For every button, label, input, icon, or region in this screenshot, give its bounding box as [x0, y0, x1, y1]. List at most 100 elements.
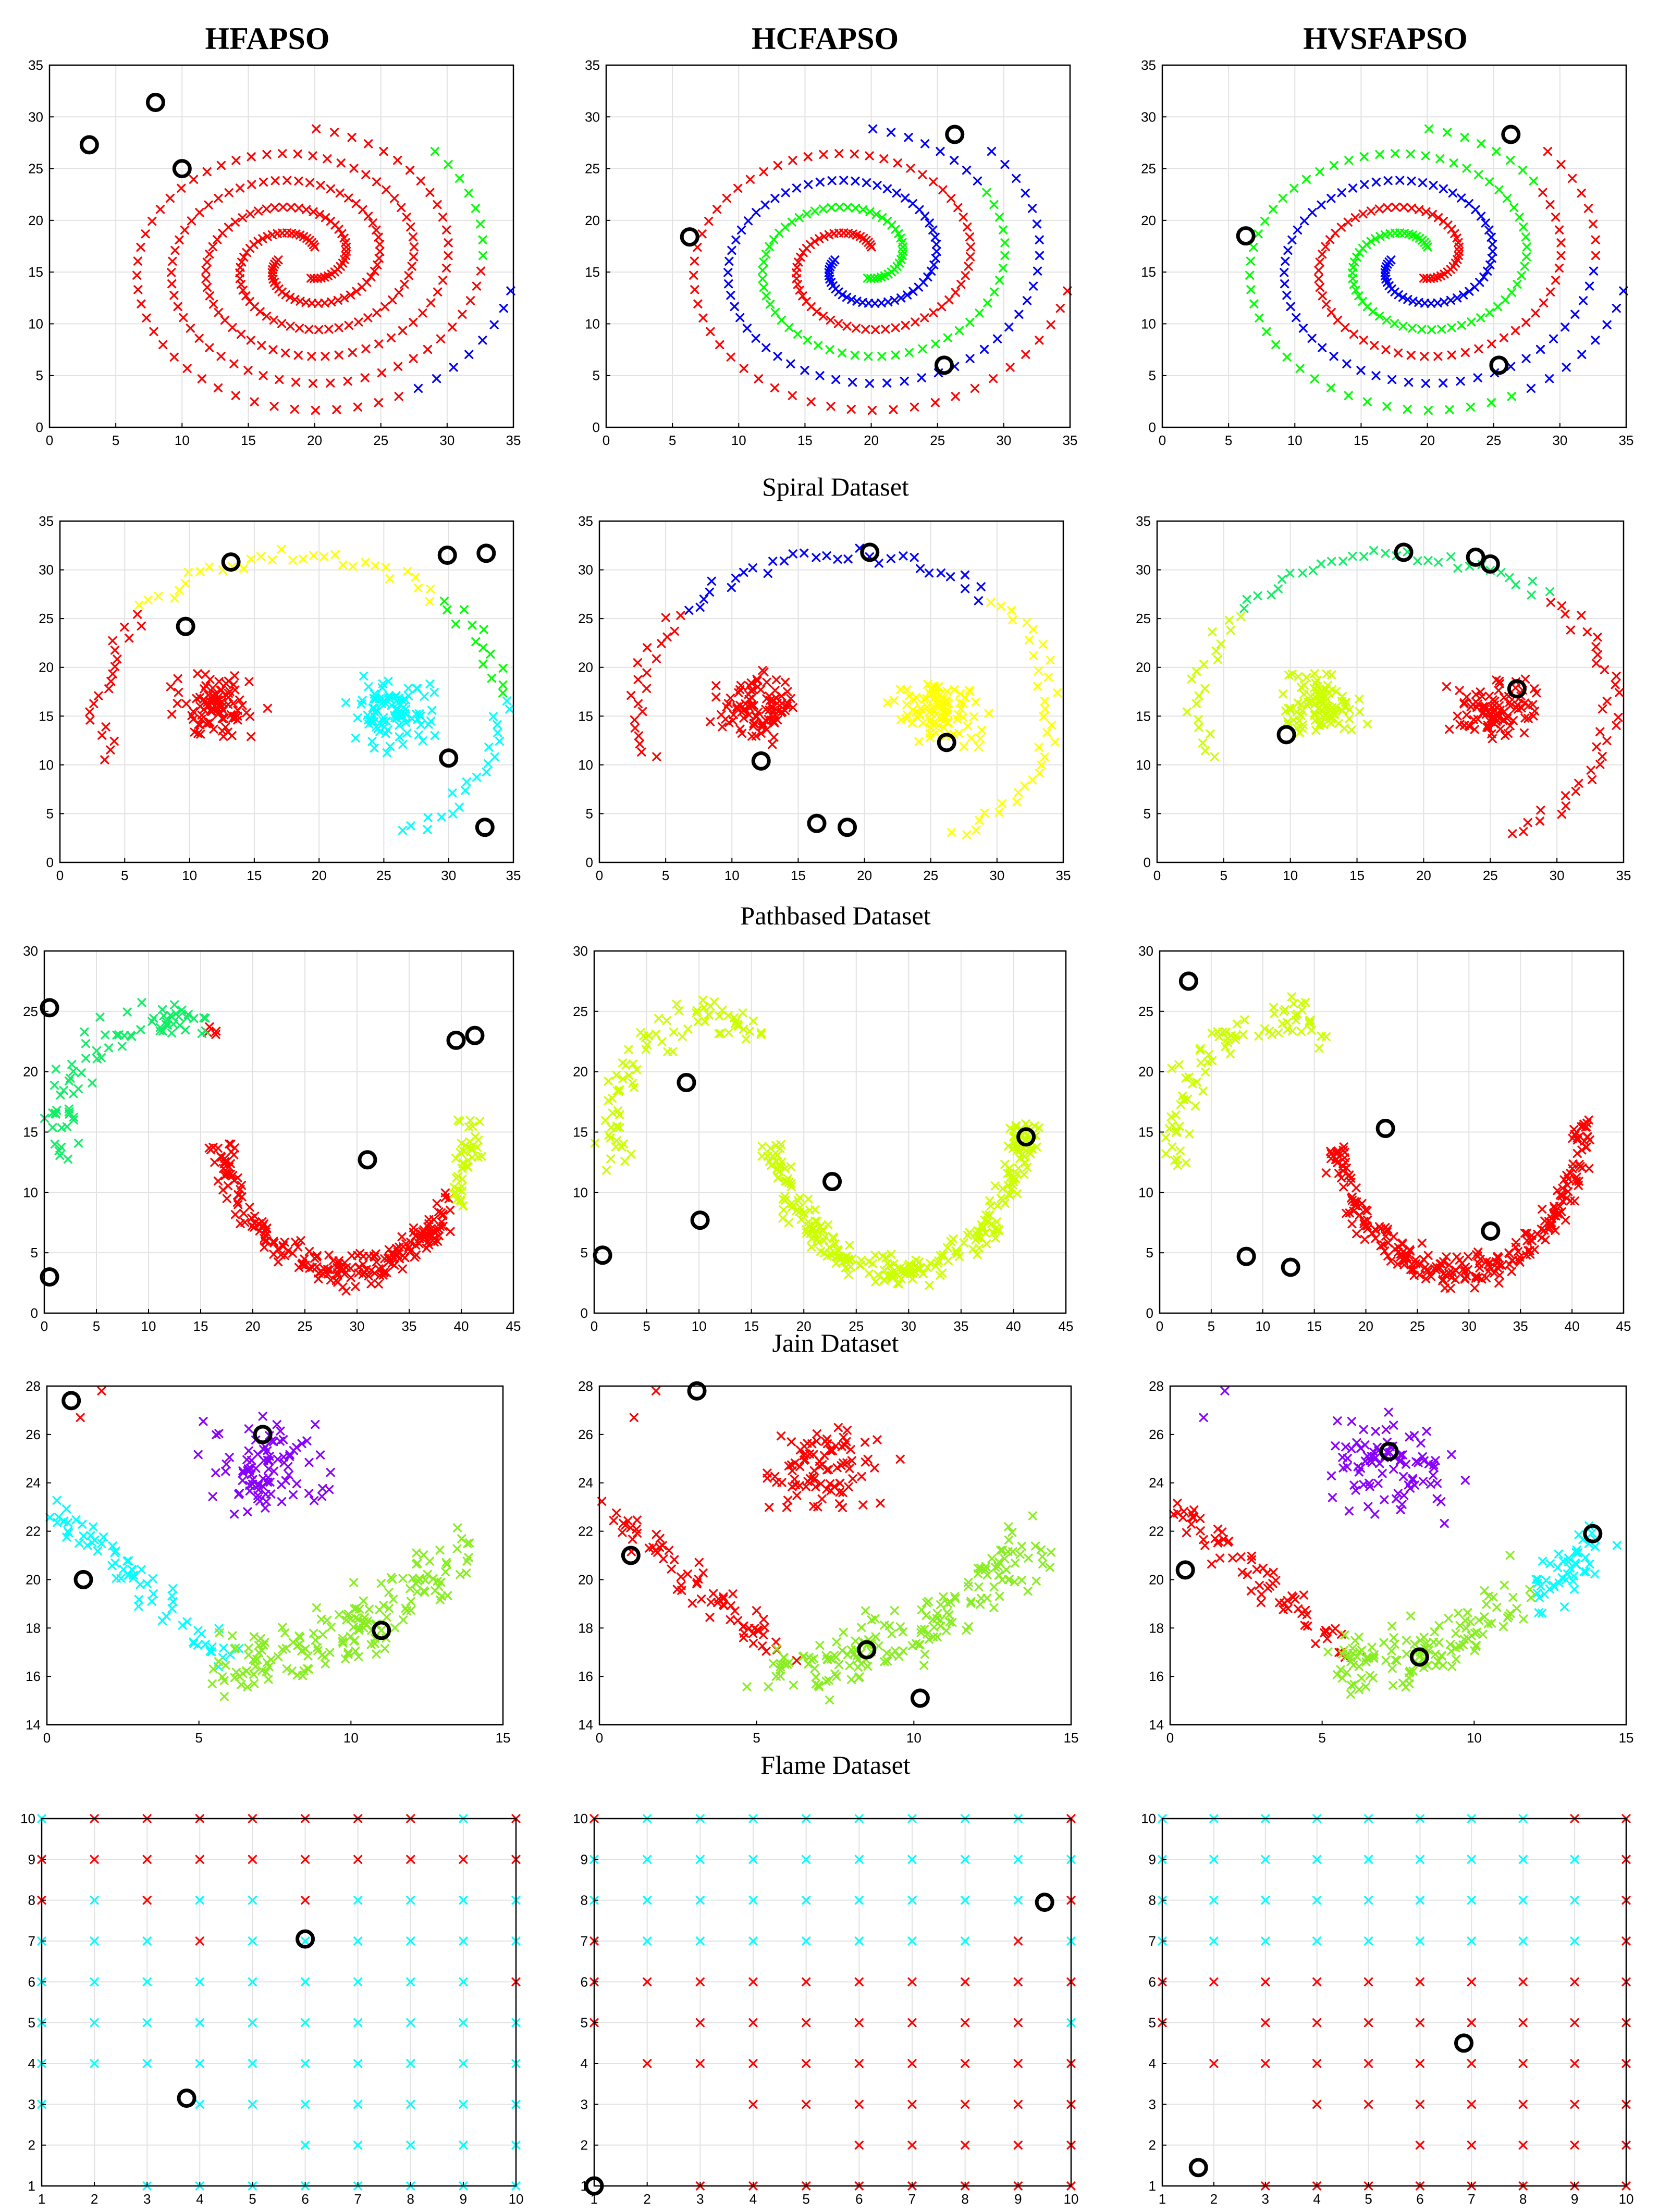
data-point — [175, 1021, 185, 1030]
y-tick-label: 1 — [581, 2178, 588, 2194]
data-point — [1296, 1027, 1306, 1036]
data-point — [1285, 569, 1295, 578]
x-tick-label: 30 — [1461, 1318, 1477, 1334]
data-point — [699, 595, 708, 604]
data-point — [1014, 310, 1024, 319]
data-point — [1568, 174, 1577, 183]
data-point — [788, 156, 797, 165]
data-point — [338, 1265, 347, 1275]
data-point — [1462, 164, 1471, 173]
data-point — [380, 1644, 389, 1653]
data-point — [826, 315, 835, 325]
data-point — [261, 1230, 271, 1240]
data-point — [604, 1096, 613, 1105]
data-point — [155, 1023, 165, 1032]
data-point — [406, 2018, 415, 2028]
data-point — [1445, 724, 1454, 734]
data-point — [204, 1143, 214, 1153]
data-point — [1520, 1229, 1530, 1238]
data-point — [635, 739, 645, 749]
data-point — [916, 1625, 926, 1634]
data-point — [213, 383, 223, 392]
x-tick-label: 25 — [1486, 432, 1501, 448]
data-point — [1349, 1660, 1358, 1670]
data-point — [360, 1617, 369, 1626]
data-point — [652, 654, 661, 663]
data-point — [182, 364, 192, 373]
data-point — [731, 573, 741, 583]
data-point — [748, 1855, 758, 1864]
data-point — [197, 374, 206, 384]
data-point — [1415, 1652, 1424, 1661]
data-point — [1380, 1246, 1390, 1256]
data-point — [69, 1115, 78, 1124]
data-point — [1239, 604, 1249, 613]
data-point — [443, 605, 452, 614]
data-point — [257, 1666, 267, 1675]
data-point — [1326, 307, 1336, 317]
y-tick-label: 10 — [573, 1184, 588, 1200]
x-tick-label: 30 — [901, 1318, 916, 1334]
data-point — [1451, 1629, 1460, 1638]
x-tick-label: 45 — [506, 1318, 521, 1334]
data-point — [910, 552, 919, 562]
data-point — [931, 240, 941, 249]
data-point — [456, 1195, 465, 1205]
data-point — [723, 1011, 733, 1020]
data-point — [873, 181, 882, 190]
data-point — [663, 1047, 672, 1056]
data-point — [413, 384, 423, 393]
data-point — [370, 1639, 379, 1648]
data-point — [894, 229, 903, 238]
data-point — [1445, 405, 1454, 414]
data-point — [276, 1250, 286, 1259]
data-point — [1574, 1177, 1583, 1186]
data-point — [811, 1482, 820, 1491]
data-point — [712, 204, 722, 214]
data-point — [1399, 1491, 1409, 1500]
data-point — [1015, 1146, 1024, 1156]
data-point — [1528, 576, 1537, 586]
data-point — [676, 611, 685, 620]
plot-frame — [1156, 520, 1625, 863]
y-tick-label: 25 — [1136, 611, 1151, 626]
centroid-marker — [860, 542, 880, 562]
data-point — [900, 376, 909, 386]
data-point — [956, 279, 966, 289]
data-point — [966, 1599, 976, 1608]
data-point — [695, 1936, 705, 1946]
data-point — [1451, 1275, 1460, 1284]
centroid-marker — [1379, 1441, 1399, 1461]
data-point — [418, 308, 427, 318]
data-point — [313, 1643, 322, 1652]
data-point — [1354, 1685, 1363, 1695]
data-point — [1532, 1588, 1542, 1598]
data-point — [792, 1491, 802, 1500]
data-point — [1225, 1049, 1235, 1059]
data-point — [282, 1664, 291, 1674]
x-tick-label: 5 — [643, 1318, 650, 1334]
data-point — [815, 1221, 825, 1231]
data-point — [1194, 723, 1203, 732]
centroid-marker — [945, 125, 965, 144]
data-point — [243, 1507, 252, 1516]
data-point — [992, 334, 1002, 343]
data-point — [370, 266, 379, 276]
data-point — [1268, 204, 1278, 214]
data-point — [1370, 1510, 1380, 1519]
data-point — [1404, 1673, 1414, 1683]
data-point — [812, 1429, 821, 1439]
data-point — [1053, 688, 1062, 697]
data-point — [249, 1670, 259, 1679]
data-point — [300, 1936, 310, 1946]
data-point — [137, 1565, 146, 1574]
y-tick-label: 26 — [578, 1427, 593, 1442]
data-point — [108, 669, 117, 678]
data-point — [173, 302, 182, 311]
data-point — [960, 570, 970, 580]
data-point — [1471, 1640, 1481, 1650]
data-point — [1293, 225, 1303, 235]
data-point — [226, 1159, 235, 1168]
data-point — [966, 1597, 976, 1606]
data-point — [230, 217, 240, 227]
